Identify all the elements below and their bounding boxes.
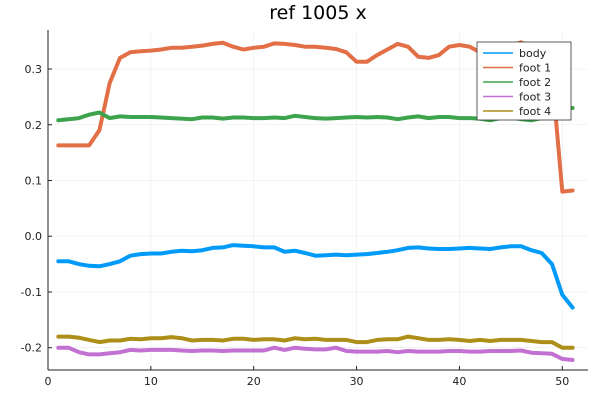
legend-box [476, 41, 572, 121]
y-tick-label: 0.3 [25, 63, 43, 76]
series-line-5 [56, 334, 575, 350]
legend-label: foot 4 [519, 105, 551, 118]
y-tick-label: 0.1 [25, 174, 43, 187]
x-tick-label: 50 [555, 375, 569, 388]
x-tick-label: 20 [247, 375, 261, 388]
series-line-4 [56, 345, 575, 362]
legend-label: foot 2 [519, 76, 551, 89]
x-tick-label: 40 [452, 375, 466, 388]
chart-title: ref 1005 x [269, 2, 366, 24]
y-tick-label: 0.0 [25, 230, 43, 243]
axes: 0 10 20 30 40 50 -0.2 -0.1 0.0 0.1 0.2 0.3 [21, 30, 588, 388]
x-tick-label: 0 [45, 375, 52, 388]
legend-label: foot 1 [519, 62, 551, 75]
legend-label: foot 3 [519, 91, 551, 104]
x-tick-label: 10 [144, 375, 158, 388]
x-tick-label: 30 [350, 375, 364, 388]
y-tick-label: 0.2 [25, 119, 43, 132]
legend-label: body [519, 47, 547, 60]
y-tick-label: -0.1 [21, 286, 42, 299]
y-tick-label: -0.2 [21, 342, 42, 355]
series-line-1 [56, 243, 575, 310]
